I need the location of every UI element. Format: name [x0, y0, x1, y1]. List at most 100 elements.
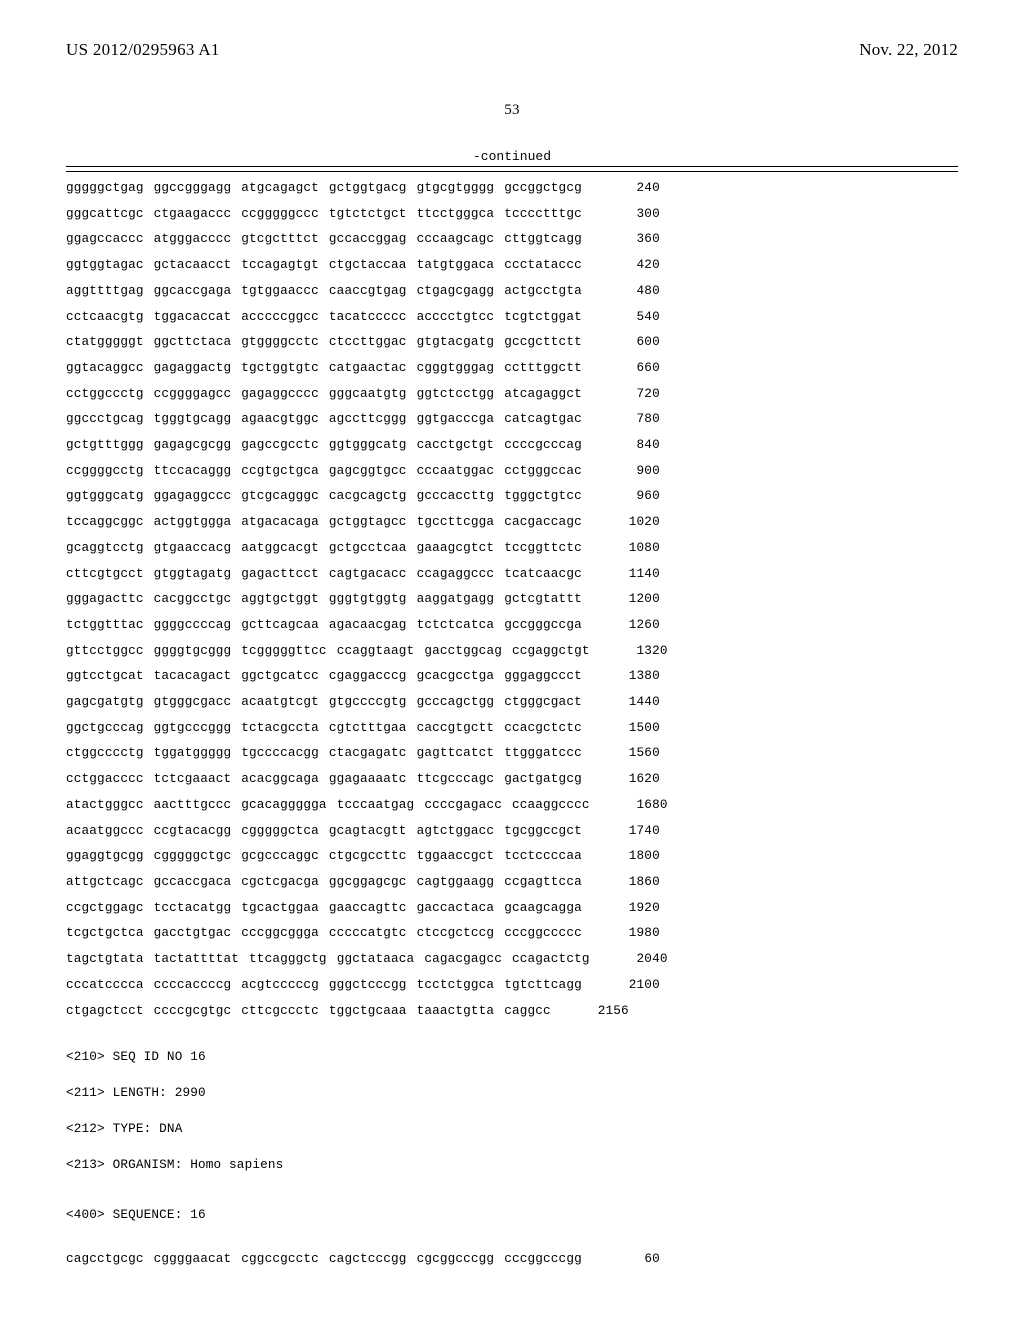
- sequence-group: cttcgccctc: [241, 1005, 319, 1018]
- sequence-position: 600: [604, 336, 660, 349]
- sequence-row: ctgagctcctccccgcgtgccttcgccctctggctgcaaa…: [66, 1005, 958, 1018]
- sequence-label: <400> SEQUENCE: 16: [66, 1206, 958, 1224]
- sequence-group: ggccgggagg: [154, 182, 232, 195]
- publication-number: US 2012/0295963 A1: [66, 40, 220, 60]
- sequence-group: ggggtgcggg: [154, 645, 232, 658]
- sequence-row: ggagccacccatgggaccccgtcgctttctgccaccggag…: [66, 233, 958, 246]
- sequence-group: gggggctgag: [66, 182, 144, 195]
- sequence-group: ggagccaccc: [66, 233, 144, 246]
- sequence-group: ggcttctaca: [154, 336, 232, 349]
- sequence-group: agtctggacc: [417, 825, 495, 838]
- sequence-position: 1440: [604, 696, 660, 709]
- sequence-group: ccccaccccg: [154, 979, 232, 992]
- sequence-group: ccaaggcccc: [512, 799, 590, 812]
- sequence-row: cccatccccaccccaccccgacgtcccccggggctcccgg…: [66, 979, 958, 992]
- sequence-row: ggctgcccagggtgcccgggtctacgcctacgtctttgaa…: [66, 722, 958, 735]
- sequence-row: gggggctgagggccgggaggatgcagagctgctggtgacg…: [66, 182, 958, 195]
- sequence-group: ttcctgggca: [417, 208, 495, 221]
- sequence-group: atgcagagct: [241, 182, 319, 195]
- sequence-group: aaggatgagg: [417, 593, 495, 606]
- sequence-group: tcgggggttcc: [241, 645, 326, 658]
- sequence-position: 720: [604, 388, 660, 401]
- sequence-position: 240: [604, 182, 660, 195]
- sequence-position: 1800: [604, 850, 660, 863]
- sequence-group: gttcctggcc: [66, 645, 144, 658]
- sequence-group: caccgtgctt: [417, 722, 495, 735]
- sequence-group: ggagaggccc: [154, 490, 232, 503]
- sequence-group: cgcggcccgg: [417, 1253, 495, 1266]
- sequence-group: gctggtagcc: [329, 516, 407, 529]
- sequence-group: gggaggccct: [504, 670, 582, 683]
- sequence-group: gggtgtggtg: [329, 593, 407, 606]
- sequence-group: ttccacaggg: [154, 465, 232, 478]
- sequence-row: gggcattcgcctgaagacccccgggggccctgtctctgct…: [66, 208, 958, 221]
- sequence-row: tccaggcggcactggtgggaatgacacagagctggtagcc…: [66, 516, 958, 529]
- sequence-group: gtggtagatg: [154, 568, 232, 581]
- sequence-group: tgtctctgct: [329, 208, 407, 221]
- sequence-group: gactgatgcg: [504, 773, 582, 786]
- sequence-group: tcccaatgag: [337, 799, 415, 812]
- sequence-group: gacctgtgac: [154, 927, 232, 940]
- sequence-group: acgtcccccg: [241, 979, 319, 992]
- sequence-group: tccaggcggc: [66, 516, 144, 529]
- publication-date: Nov. 22, 2012: [859, 40, 958, 60]
- sequence-position: 300: [604, 208, 660, 221]
- sequence-group: cgaggacccg: [329, 670, 407, 683]
- sequence-group: tctggtttac: [66, 619, 144, 632]
- sequence-group: gtgcgtgggg: [417, 182, 495, 195]
- sequence-position: 1860: [604, 876, 660, 889]
- sequence-group: cacggcctgc: [154, 593, 232, 606]
- sequence-group: tctcgaaact: [154, 773, 232, 786]
- sequence-group: cgctcgacga: [241, 876, 319, 889]
- sequence-block-main: gggggctgagggccgggaggatgcagagctgctggtgacg…: [66, 182, 958, 1017]
- sequence-group: ctgaagaccc: [154, 208, 232, 221]
- sequence-group: cagcctgcgc: [66, 1253, 144, 1266]
- sequence-group: tcctccccaa: [504, 850, 582, 863]
- sequence-group: gacctggcag: [424, 645, 502, 658]
- sequence-group: tcccctttgc: [504, 208, 582, 221]
- sequence-position: 1980: [604, 927, 660, 940]
- sequence-group: gctcgtattt: [504, 593, 582, 606]
- meta-line: <213> ORGANISM: Homo sapiens: [66, 1156, 958, 1174]
- sequence-group: gagttcatct: [417, 747, 495, 760]
- sequence-group: gtcgctttct: [241, 233, 319, 246]
- sequence-position: 1380: [604, 670, 660, 683]
- sequence-row: ggtacaggccgagaggactgtgctggtgtccatgaactac…: [66, 362, 958, 375]
- sequence-group: tatgtggaca: [417, 259, 495, 272]
- sequence-group: cccggccccc: [504, 927, 582, 940]
- sequence-group: gggctcccgg: [329, 979, 407, 992]
- sequence-group: tcatcaacgc: [504, 568, 582, 581]
- sequence-group: attgctcagc: [66, 876, 144, 889]
- sequence-group: gtgtacgatg: [417, 336, 495, 349]
- sequence-position: 1920: [604, 902, 660, 915]
- sequence-group: ccccgagacc: [424, 799, 502, 812]
- sequence-group: gaccactaca: [417, 902, 495, 915]
- sequence-group: tcctctggca: [417, 979, 495, 992]
- sequence-group: catcagtgac: [504, 413, 582, 426]
- sequence-position: 1080: [604, 542, 660, 555]
- sequence-group: tacacagact: [154, 670, 232, 683]
- sequence-group: ggtgacccga: [417, 413, 495, 426]
- sequence-group: gggcattcgc: [66, 208, 144, 221]
- sequence-group: gccgcttctt: [504, 336, 582, 349]
- sequence-group: gtgggcgacc: [154, 696, 232, 709]
- meta-line: <211> LENGTH: 2990: [66, 1084, 958, 1102]
- sequence-row: cctggccctgccggggagccgagaggccccgggcaatgtg…: [66, 388, 958, 401]
- sequence-row: ggtcctgcattacacagactggctgcatcccgaggacccg…: [66, 670, 958, 683]
- sequence-group: cacgcagctg: [329, 490, 407, 503]
- sequence-position: 2100: [604, 979, 660, 992]
- sequence-position: 1200: [604, 593, 660, 606]
- sequence-group: tcctacatgg: [154, 902, 232, 915]
- sequence-group: tgcggccgct: [504, 825, 582, 838]
- sequence-group: tgggtgcagg: [154, 413, 232, 426]
- sequence-row: aggttttgagggcaccgagatgtggaaccccaaccgtgag…: [66, 285, 958, 298]
- sequence-group: tcgctgctca: [66, 927, 144, 940]
- sequence-group: ggggccccag: [154, 619, 232, 632]
- sequence-group: ccgtgctgca: [241, 465, 319, 478]
- sequence-row: tcgctgctcagacctgtgaccccggcgggacccccatgtc…: [66, 927, 958, 940]
- sequence-group: cggccgcctc: [241, 1253, 319, 1266]
- sequence-row: tagctgtatatactattttatttcagggctgggctataac…: [66, 953, 958, 966]
- sequence-group: tctacgccta: [241, 722, 319, 735]
- sequence-group: caaccgtgag: [329, 285, 407, 298]
- sequence-group: gctacaacct: [154, 259, 232, 272]
